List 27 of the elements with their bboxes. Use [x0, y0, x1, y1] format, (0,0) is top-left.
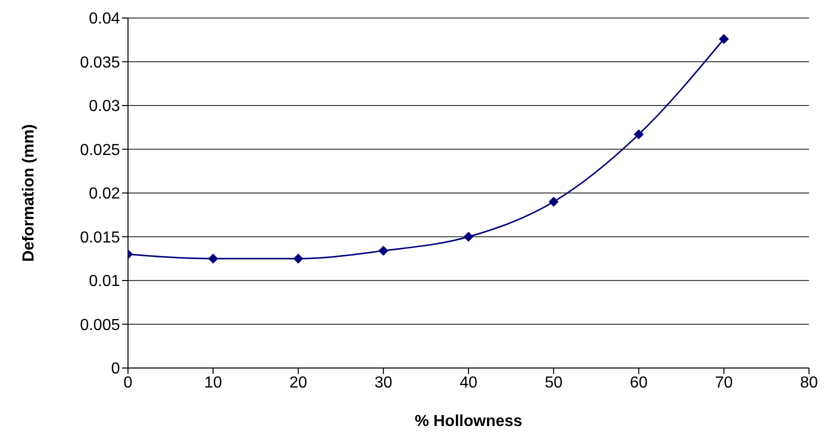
y-tick-label: 0.035: [80, 54, 120, 72]
y-tick-label: 0.01: [88, 273, 120, 290]
x-tick-label: 0: [124, 374, 133, 392]
x-tick-label: 10: [204, 374, 222, 392]
y-tick-label: 0.025: [80, 142, 120, 159]
point: [718, 34, 729, 44]
point: [208, 254, 218, 264]
y-tick-label: 0.03: [88, 98, 120, 116]
x-axis-title: % Hollowness: [414, 413, 522, 430]
y-axis-title: Deformation (mm): [20, 124, 38, 262]
point: [464, 232, 474, 242]
x-tick-label: 40: [460, 374, 478, 392]
point: [293, 254, 304, 264]
x-tick-label: 60: [630, 374, 648, 392]
point: [378, 246, 388, 256]
x-tick-label: 80: [800, 374, 818, 392]
x-tick-label: 70: [714, 374, 733, 392]
y-tick-label: 0.015: [80, 229, 120, 246]
y-tick-label: 0: [111, 360, 120, 378]
y-tick-label: 0.04: [88, 10, 120, 28]
x-tick-label: 50: [544, 374, 563, 392]
y-tick-label: 0.02: [88, 186, 120, 203]
point: [634, 129, 644, 140]
x-tick-label: 20: [289, 374, 308, 392]
point: [548, 196, 559, 207]
x-tick-label: 30: [374, 374, 392, 392]
y-tick-label: 0.005: [80, 316, 120, 334]
